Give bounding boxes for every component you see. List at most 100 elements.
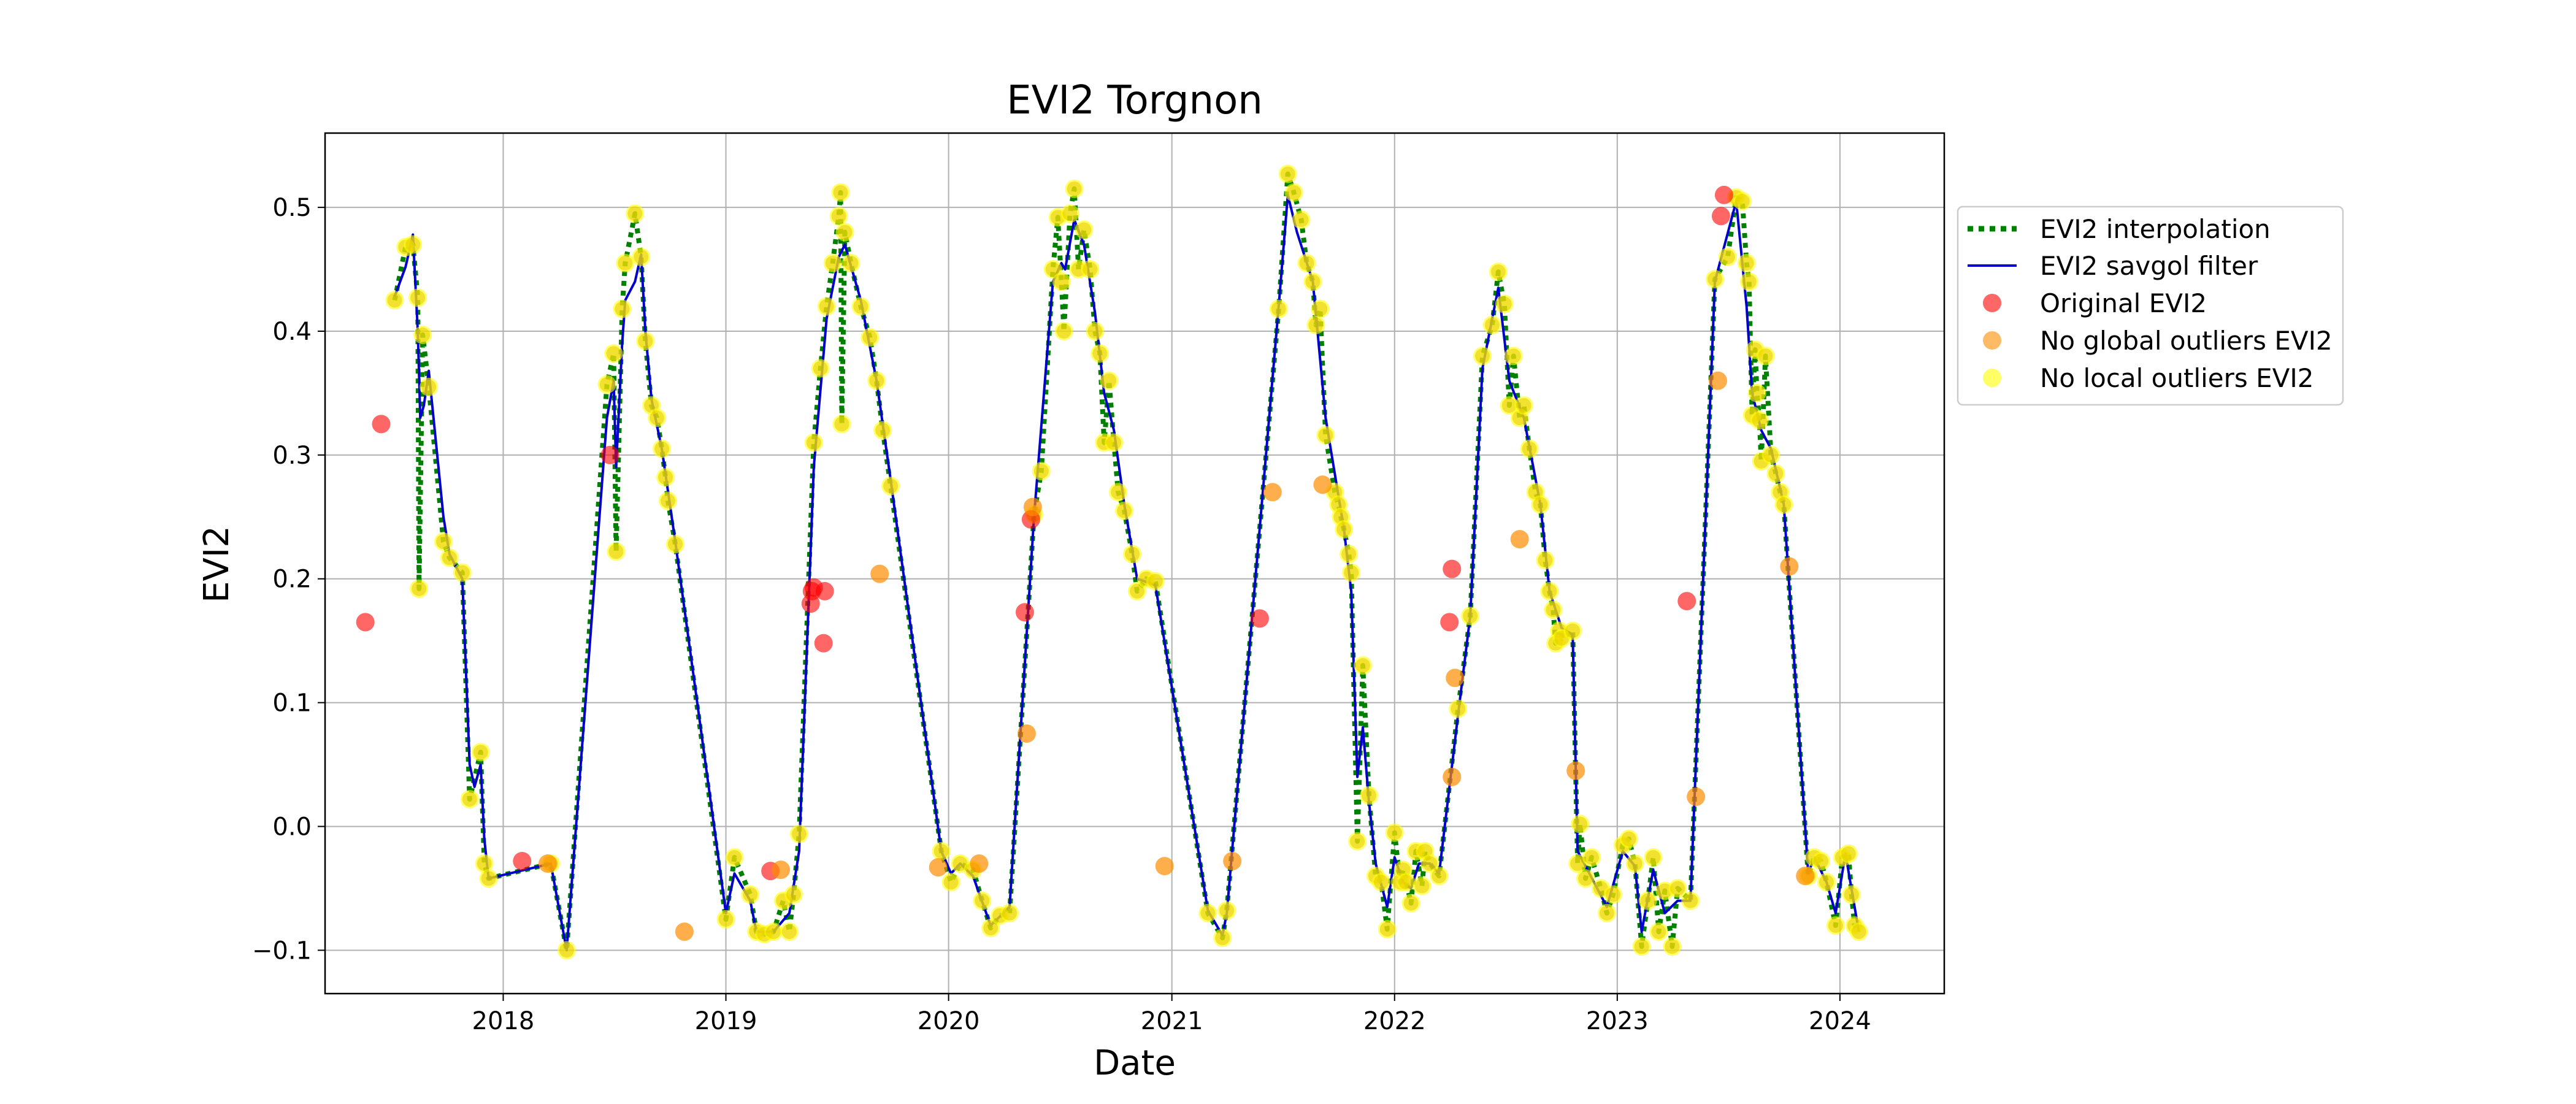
no-local-outlier-point [1215, 930, 1230, 946]
no-local-outlier-point [1403, 895, 1419, 911]
no-local-outlier-point [1501, 398, 1517, 413]
no-local-outlier-point [1646, 849, 1661, 865]
no-local-outlier-point [1814, 853, 1829, 868]
no-local-outlier-point [813, 361, 828, 376]
no-local-outlier-point [1841, 846, 1856, 861]
legend-global-marker [1983, 331, 2001, 350]
no-local-outlier-point [1092, 346, 1108, 361]
no-local-outlier-point [1398, 875, 1414, 890]
no-local-outlier-point [1129, 583, 1144, 599]
original-point [814, 634, 833, 653]
no-local-outlier-point [1828, 918, 1843, 933]
no-local-outlier-point [618, 255, 633, 270]
x-tick-label: 2018 [472, 1007, 535, 1035]
no-local-outlier-point [1542, 583, 1557, 599]
no-local-outlier-point [421, 379, 437, 394]
y-tick-label: 0.2 [272, 565, 312, 594]
no-local-outlier-point [834, 416, 849, 432]
no-local-outlier-point [1219, 903, 1235, 918]
legend-original-marker [1983, 294, 2001, 312]
no-local-outlier-point [1522, 441, 1537, 456]
no-global-outlier-point [772, 861, 791, 880]
no-local-outlier-point [462, 792, 477, 807]
no-local-outlier-point [1497, 296, 1512, 312]
no-local-outlier-point [1387, 825, 1402, 840]
no-local-outlier-point [1117, 503, 1132, 518]
no-local-outlier-point [1083, 262, 1098, 277]
no-local-outlier-point [953, 856, 968, 872]
no-global-outlier-point [970, 854, 989, 873]
no-local-outlier-point [727, 849, 742, 865]
original-point [1677, 592, 1696, 611]
legend-local-label: No local outliers EVI2 [2040, 363, 2314, 393]
original-point [815, 581, 834, 600]
original-point [1443, 559, 1462, 578]
no-global-outlier-point [870, 564, 889, 583]
no-local-outlier-point [1768, 466, 1784, 481]
no-local-outlier-point [781, 924, 797, 940]
no-local-outlier-point [1763, 447, 1779, 462]
x-tick-label: 2020 [918, 1007, 980, 1035]
no-local-outlier-point [1741, 274, 1757, 289]
no-local-outlier-point [1414, 878, 1430, 894]
no-local-outlier-point [1758, 348, 1773, 364]
no-local-outlier-point [1484, 317, 1500, 332]
no-local-outlier-point [1451, 701, 1466, 716]
original-point [372, 415, 391, 434]
no-local-outlier-point [933, 843, 949, 859]
no-global-outlier-point [1708, 371, 1727, 390]
x-tick-label: 2024 [1809, 1007, 1871, 1035]
y-tick-label: 0.5 [272, 194, 312, 222]
chart-title: EVI2 Torgnon [1006, 78, 1263, 123]
no-local-outlier-point [1474, 348, 1490, 364]
no-local-outlier-point [1299, 255, 1314, 270]
no-local-outlier-point [943, 875, 959, 890]
no-local-outlier-point [1033, 464, 1049, 479]
no-local-outlier-point [862, 330, 878, 345]
no-global-outlier-point [1263, 483, 1282, 502]
no-local-outlier-point [1280, 166, 1295, 182]
no-local-outlier-point [1463, 608, 1478, 624]
no-local-outlier-point [766, 924, 781, 940]
original-point [1015, 603, 1034, 622]
no-local-outlier-point [975, 893, 990, 908]
no-local-outlier-point [1045, 262, 1060, 277]
no-local-outlier-point [1344, 565, 1359, 580]
no-local-outlier-point [627, 206, 643, 221]
x-tick-label: 2023 [1586, 1007, 1649, 1035]
no-global-outliers-points [539, 371, 1815, 941]
x-axis-ticks: 2018 2019 2020 2021 2022 2023 2024 [472, 994, 1871, 1035]
no-global-outlier-point [1223, 851, 1242, 870]
y-tick-label: 0.3 [272, 442, 312, 470]
no-local-outlier-point [1707, 272, 1722, 287]
y-tick-label: 0.0 [272, 813, 312, 841]
no-local-outlier-point [410, 290, 426, 305]
legend-box [1957, 205, 2344, 406]
no-local-outliers-points [385, 164, 1868, 960]
x-tick-label: 2022 [1363, 1007, 1426, 1035]
no-local-outlier-point [718, 911, 734, 927]
legend-original-label: Original EVI2 [2040, 288, 2207, 318]
no-local-outlier-point [435, 534, 451, 550]
no-local-outlier-point [667, 537, 683, 552]
no-local-outlier-point [634, 249, 649, 264]
no-local-outlier-point [559, 943, 574, 958]
no-local-outlier-point [1313, 301, 1328, 316]
no-local-outlier-point [1336, 521, 1352, 537]
no-local-outlier-point [819, 299, 834, 314]
no-local-outlier-point [786, 887, 801, 902]
no-local-outlier-point [1851, 924, 1866, 940]
no-local-outlier-point [1308, 317, 1324, 332]
no-local-outlier-point [1570, 856, 1585, 872]
original-point [1711, 207, 1730, 226]
legend-interpolation-label: EVI2 interpolation [2040, 214, 2271, 244]
no-local-outlier-point [853, 299, 868, 314]
no-local-outlier-point [1305, 274, 1321, 289]
no-local-outlier-point [1506, 348, 1521, 364]
no-local-outlier-point [1002, 905, 1018, 921]
no-local-outlier-point [1373, 875, 1389, 890]
legend: EVI2 interpolation EVI2 savgol filter Or… [1957, 205, 2344, 406]
no-local-outlier-point [442, 550, 457, 565]
no-local-outlier-point [1148, 573, 1163, 589]
